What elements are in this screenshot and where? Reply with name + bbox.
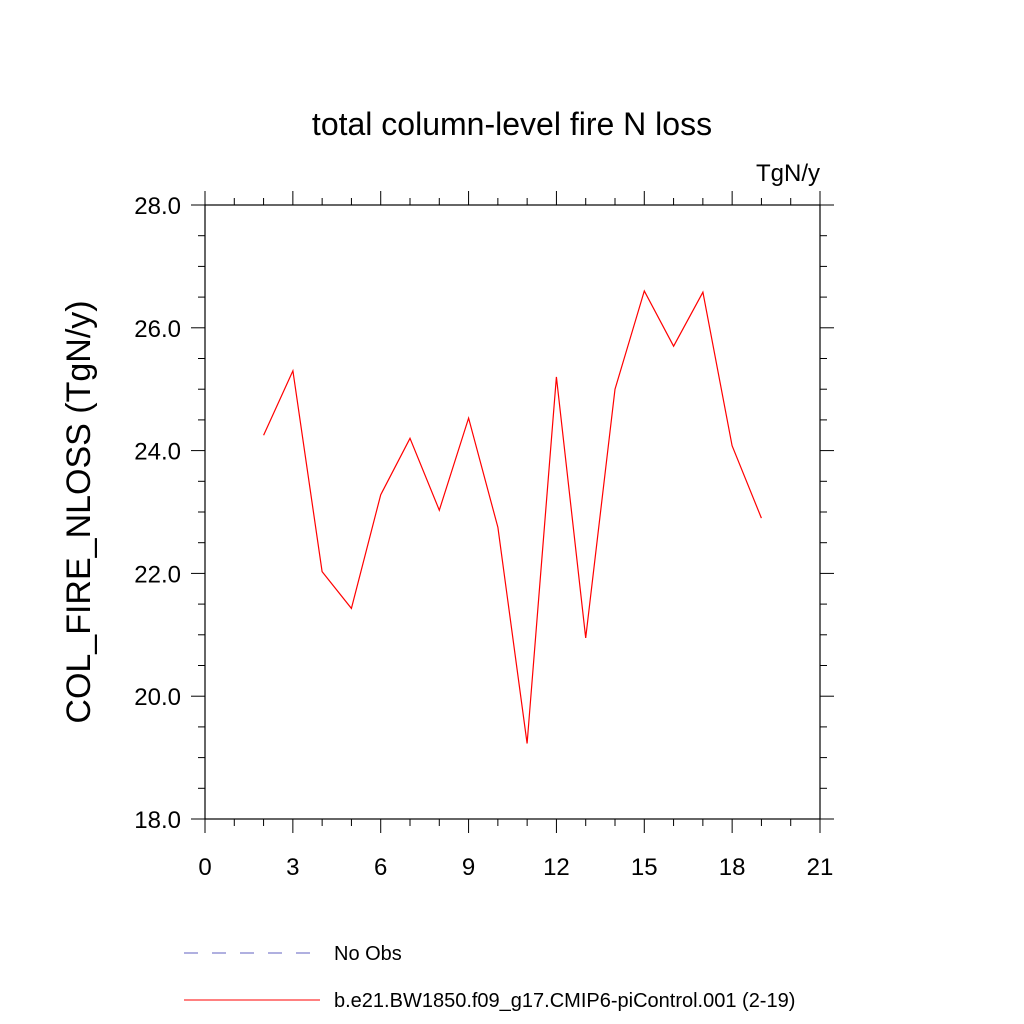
y-tick-label: 26.0: [134, 316, 181, 343]
plot-frame: [204, 204, 821, 820]
legend-label: No Obs: [334, 943, 402, 965]
series-line: [263, 289, 762, 744]
axis-ticks: 0 3 6 9 12 15 18 21 18.0 20.0 22.0 24.0 26.0 28.0: [134, 191, 834, 881]
y-tick-label: 28.0: [134, 193, 181, 220]
legend: No Obs b.e21.BW1850.f09_g17.CMIP6-piContr…: [184, 943, 795, 1012]
x-tick-label: 15: [631, 854, 658, 881]
y-axis-label: COL_FIRE_NLOSS (TgN/y): [60, 300, 98, 723]
x-tick-label: 21: [807, 854, 834, 881]
series-layer: [263, 289, 762, 744]
x-tick-label: 6: [374, 854, 387, 881]
y-tick-label: 24.0: [134, 439, 181, 466]
x-tick-label: 3: [286, 854, 299, 881]
x-tick-label: 0: [198, 854, 211, 881]
legend-label: b.e21.BW1850.f09_g17.CMIP6-piControl.001…: [334, 990, 795, 1012]
x-tick-label: 18: [719, 854, 746, 881]
units-label: TgN/y: [756, 160, 820, 187]
y-tick-label: 18.0: [134, 807, 181, 834]
y-tick-label: 20.0: [134, 684, 181, 711]
chart-title: total column-level fire N loss: [312, 106, 712, 142]
x-tick-label: 12: [543, 854, 570, 881]
y-tick-label: 22.0: [134, 561, 181, 588]
x-tick-label: 9: [462, 854, 475, 881]
